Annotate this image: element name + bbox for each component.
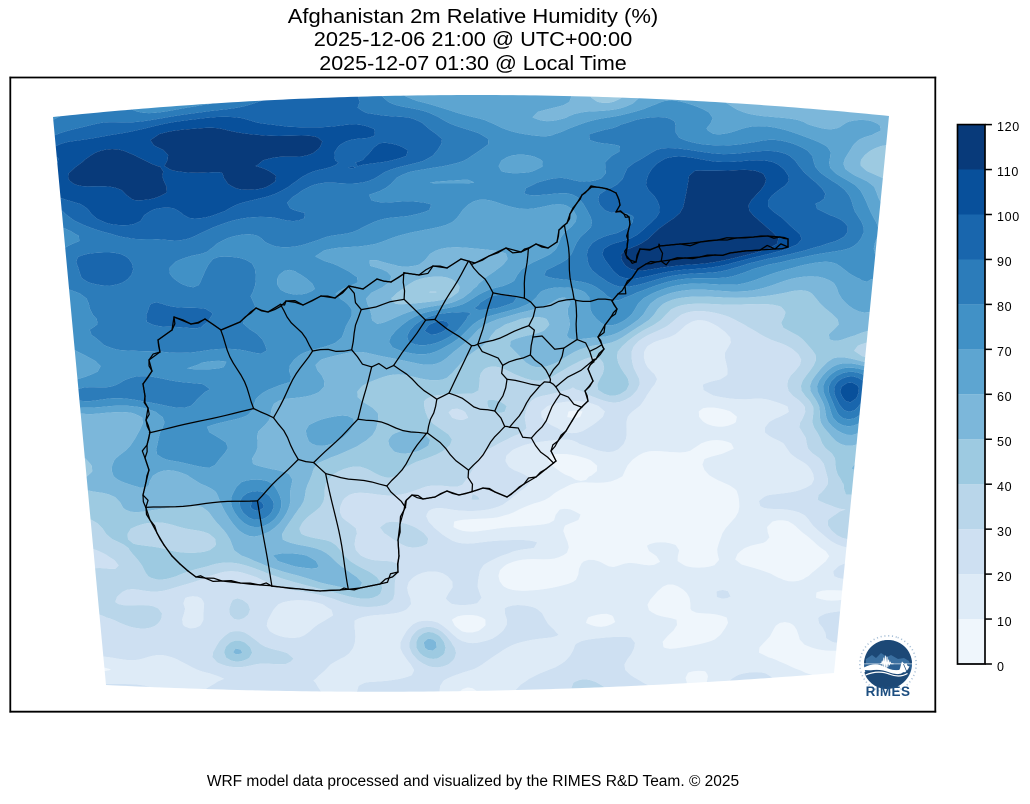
svg-text:RIMES: RIMES: [866, 684, 911, 698]
